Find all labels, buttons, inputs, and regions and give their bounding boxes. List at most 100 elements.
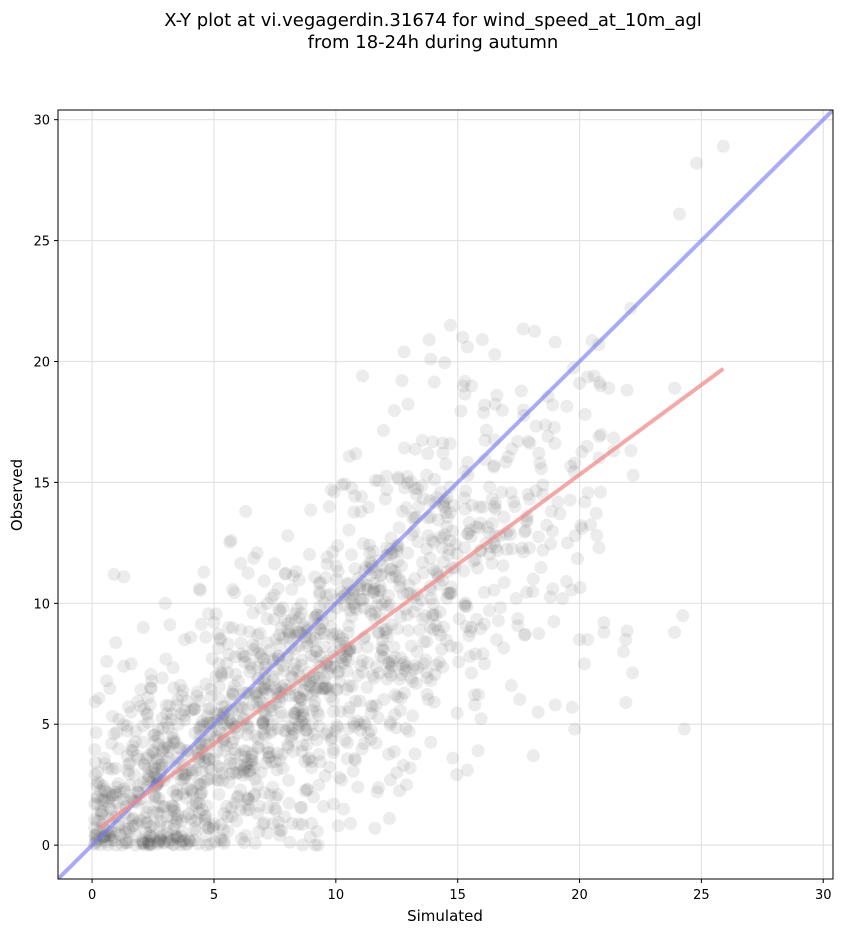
scatter-point xyxy=(361,656,375,670)
scatter-point xyxy=(171,693,185,707)
scatter-point xyxy=(166,799,180,813)
scatter-point xyxy=(580,439,594,453)
scatter-point xyxy=(415,433,429,447)
scatter-point xyxy=(366,584,380,598)
scatter-point xyxy=(141,691,155,705)
scatter-point xyxy=(144,820,158,834)
scatter-point xyxy=(295,716,309,730)
scatter-point xyxy=(504,486,518,500)
scatter-point xyxy=(456,330,470,344)
scatter-point xyxy=(439,506,453,520)
scatter-point xyxy=(185,763,199,777)
scatter-point xyxy=(267,612,281,626)
scatter-point xyxy=(237,744,251,758)
scatter-point xyxy=(168,804,182,818)
scatter-point xyxy=(198,810,212,824)
scatter-point xyxy=(188,814,202,828)
scatter-point xyxy=(388,688,402,702)
scatter-point xyxy=(216,774,230,788)
scatter-point xyxy=(121,763,135,777)
scatter-point xyxy=(214,831,228,845)
scatter-point xyxy=(284,613,298,627)
scatter-point xyxy=(294,709,308,723)
scatter-point xyxy=(165,798,179,812)
scatter-point xyxy=(355,742,369,756)
scatter-point xyxy=(195,786,209,800)
scatter-point xyxy=(132,752,146,766)
scatter-point xyxy=(241,756,255,770)
scatter-point xyxy=(107,830,121,844)
scatter-point xyxy=(191,837,205,851)
scatter-point xyxy=(314,649,328,663)
scatter-point xyxy=(425,533,439,547)
scatter-point xyxy=(391,470,405,484)
scatter-point xyxy=(312,778,326,792)
scatter-point xyxy=(589,506,603,520)
scatter-point xyxy=(391,690,405,704)
scatter-point xyxy=(212,657,226,671)
scatter-point xyxy=(143,837,157,851)
scatter-point xyxy=(110,796,124,810)
scatter-point xyxy=(394,609,408,623)
scatter-point xyxy=(437,500,451,514)
scatter-point xyxy=(342,523,356,537)
scatter-point xyxy=(234,623,248,637)
scatter-point xyxy=(268,802,282,816)
scatter-point xyxy=(285,729,299,743)
scatter-point xyxy=(394,691,408,705)
scatter-point xyxy=(270,746,284,760)
scatter-point xyxy=(544,504,558,518)
scatter-point xyxy=(495,403,509,417)
scatter-point xyxy=(258,677,272,691)
scatter-point xyxy=(256,817,270,831)
scatter-point xyxy=(215,667,229,681)
scatter-point xyxy=(292,691,306,705)
scatter-point xyxy=(371,781,385,795)
scatter-point xyxy=(351,780,365,794)
scatter-point xyxy=(357,716,371,730)
scatter-point xyxy=(246,698,260,712)
scatter-point xyxy=(378,595,392,609)
scatter-point xyxy=(297,684,311,698)
scatter-point xyxy=(668,625,682,639)
scatter-point xyxy=(317,640,331,654)
scatter-point xyxy=(324,733,338,747)
scatter-point xyxy=(248,787,262,801)
scatter-point xyxy=(194,777,208,791)
scatter-point xyxy=(466,554,480,568)
scatter-point xyxy=(155,711,169,725)
scatter-point xyxy=(258,786,272,800)
scatter-point xyxy=(448,537,462,551)
scatter-point xyxy=(162,835,176,849)
scatter-point xyxy=(399,659,413,673)
scatter-point xyxy=(553,507,567,521)
scatter-point xyxy=(436,436,450,450)
scatter-point xyxy=(485,556,499,570)
scatter-point xyxy=(195,714,209,728)
scatter-point xyxy=(382,656,396,670)
scatter-point xyxy=(305,704,319,718)
scatter-point xyxy=(462,515,476,529)
scatter-point xyxy=(393,672,407,686)
scatter-point xyxy=(382,812,396,826)
scatter-point xyxy=(260,612,274,626)
scatter-point xyxy=(141,769,155,783)
scatter-point xyxy=(493,600,507,614)
scatter-point xyxy=(141,834,155,848)
scatter-point xyxy=(490,633,504,647)
scatter-point xyxy=(300,639,314,653)
scatter-point xyxy=(190,685,204,699)
scatter-point xyxy=(487,500,501,514)
scatter-point xyxy=(392,472,406,486)
scatter-point xyxy=(439,457,453,471)
scatter-point xyxy=(242,803,256,817)
scatter-point xyxy=(105,737,119,751)
scatter-point xyxy=(251,778,265,792)
scatter-point xyxy=(88,695,102,709)
scatter-point xyxy=(310,824,324,838)
y-tick-label: 25 xyxy=(33,235,50,250)
scatter-point xyxy=(324,483,338,497)
scatter-point xyxy=(198,813,212,827)
scatter-point xyxy=(375,597,389,611)
scatter-point xyxy=(309,644,323,658)
